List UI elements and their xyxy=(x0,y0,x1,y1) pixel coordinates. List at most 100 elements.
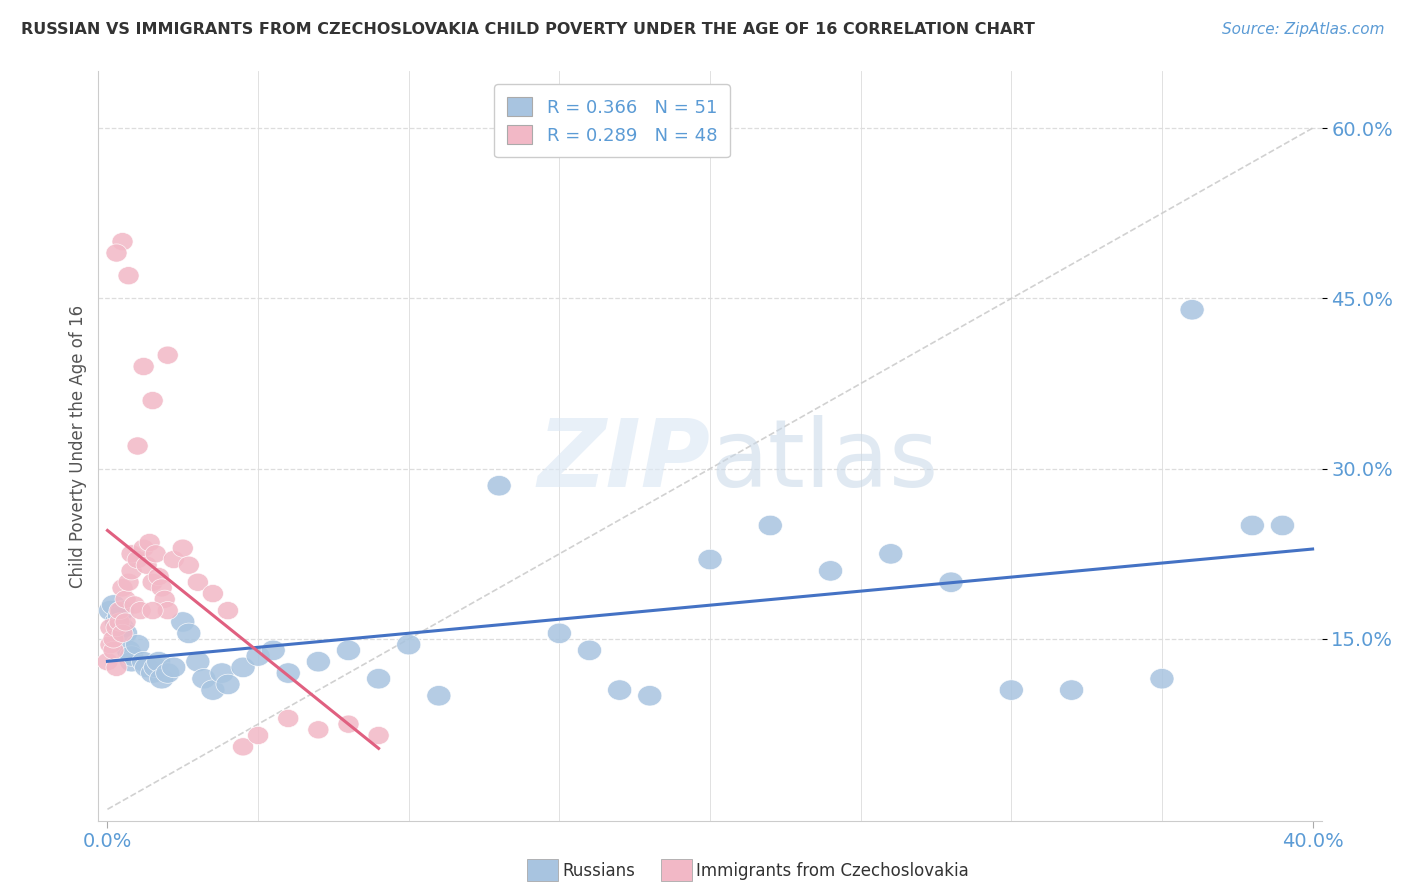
Y-axis label: Child Poverty Under the Age of 16: Child Poverty Under the Age of 16 xyxy=(69,304,87,588)
Ellipse shape xyxy=(112,579,134,597)
Ellipse shape xyxy=(125,634,149,655)
Ellipse shape xyxy=(97,653,118,671)
Ellipse shape xyxy=(276,663,301,683)
Ellipse shape xyxy=(110,613,131,631)
Ellipse shape xyxy=(114,624,138,643)
Ellipse shape xyxy=(107,606,132,626)
Ellipse shape xyxy=(100,636,121,654)
Text: Russians: Russians xyxy=(562,862,636,880)
Ellipse shape xyxy=(1180,300,1204,320)
Ellipse shape xyxy=(155,591,176,608)
Ellipse shape xyxy=(112,233,134,251)
Ellipse shape xyxy=(336,640,360,661)
Ellipse shape xyxy=(307,651,330,672)
Ellipse shape xyxy=(578,640,602,661)
Ellipse shape xyxy=(139,533,160,551)
Ellipse shape xyxy=(100,618,121,637)
Ellipse shape xyxy=(115,613,136,631)
Ellipse shape xyxy=(117,640,141,661)
Ellipse shape xyxy=(202,584,224,603)
Ellipse shape xyxy=(149,668,174,689)
Ellipse shape xyxy=(163,550,184,568)
Ellipse shape xyxy=(879,543,903,564)
Ellipse shape xyxy=(121,545,142,563)
Ellipse shape xyxy=(115,591,136,608)
Ellipse shape xyxy=(1000,680,1024,700)
Ellipse shape xyxy=(396,634,420,655)
Ellipse shape xyxy=(191,668,217,689)
Ellipse shape xyxy=(121,562,142,580)
Ellipse shape xyxy=(177,624,201,643)
Ellipse shape xyxy=(758,516,782,536)
Text: Immigrants from Czechoslovakia: Immigrants from Czechoslovakia xyxy=(696,862,969,880)
Ellipse shape xyxy=(486,475,512,496)
Ellipse shape xyxy=(277,709,298,728)
Ellipse shape xyxy=(1240,516,1264,536)
Ellipse shape xyxy=(157,346,179,364)
Ellipse shape xyxy=(145,545,166,563)
Ellipse shape xyxy=(262,640,285,661)
Ellipse shape xyxy=(939,572,963,592)
Ellipse shape xyxy=(112,624,134,642)
Text: RUSSIAN VS IMMIGRANTS FROM CZECHOSLOVAKIA CHILD POVERTY UNDER THE AGE OF 16 CORR: RUSSIAN VS IMMIGRANTS FROM CZECHOSLOVAKI… xyxy=(21,22,1035,37)
Ellipse shape xyxy=(1150,668,1174,689)
Ellipse shape xyxy=(143,657,167,678)
Ellipse shape xyxy=(141,663,165,683)
Ellipse shape xyxy=(217,674,240,695)
Ellipse shape xyxy=(98,600,122,621)
Ellipse shape xyxy=(209,663,233,683)
Ellipse shape xyxy=(127,550,148,568)
Ellipse shape xyxy=(170,612,195,632)
Ellipse shape xyxy=(132,651,156,672)
Ellipse shape xyxy=(186,651,209,672)
Ellipse shape xyxy=(148,567,169,586)
Ellipse shape xyxy=(607,680,631,700)
Ellipse shape xyxy=(134,539,155,558)
Ellipse shape xyxy=(179,556,200,574)
Ellipse shape xyxy=(127,437,148,455)
Ellipse shape xyxy=(124,596,145,614)
Text: atlas: atlas xyxy=(710,415,938,507)
Ellipse shape xyxy=(367,668,391,689)
Ellipse shape xyxy=(146,651,170,672)
Ellipse shape xyxy=(162,657,186,678)
Ellipse shape xyxy=(134,358,155,376)
Ellipse shape xyxy=(697,549,723,570)
Ellipse shape xyxy=(231,657,254,678)
Ellipse shape xyxy=(232,738,253,756)
Ellipse shape xyxy=(1060,680,1084,700)
Ellipse shape xyxy=(308,721,329,739)
Ellipse shape xyxy=(638,686,662,706)
Ellipse shape xyxy=(547,624,571,643)
Ellipse shape xyxy=(111,600,135,621)
Ellipse shape xyxy=(118,267,139,285)
Ellipse shape xyxy=(142,601,163,620)
Ellipse shape xyxy=(136,556,157,574)
Ellipse shape xyxy=(246,646,270,666)
Ellipse shape xyxy=(818,561,842,581)
Ellipse shape xyxy=(118,574,139,591)
Ellipse shape xyxy=(110,601,131,620)
Text: Source: ZipAtlas.com: Source: ZipAtlas.com xyxy=(1222,22,1385,37)
Ellipse shape xyxy=(105,618,127,637)
Ellipse shape xyxy=(101,595,125,615)
Ellipse shape xyxy=(120,646,143,666)
Ellipse shape xyxy=(111,617,135,638)
Ellipse shape xyxy=(142,392,163,409)
Ellipse shape xyxy=(218,601,239,620)
Ellipse shape xyxy=(103,630,124,648)
Ellipse shape xyxy=(131,601,152,620)
Ellipse shape xyxy=(104,612,128,632)
Text: ZIP: ZIP xyxy=(537,415,710,507)
Ellipse shape xyxy=(152,579,173,597)
Ellipse shape xyxy=(1271,516,1295,536)
Ellipse shape xyxy=(105,244,127,262)
Ellipse shape xyxy=(187,574,208,591)
Ellipse shape xyxy=(337,715,359,733)
Ellipse shape xyxy=(105,658,127,676)
Ellipse shape xyxy=(157,601,179,620)
Ellipse shape xyxy=(368,726,389,745)
Legend: R = 0.366   N = 51, R = 0.289   N = 48: R = 0.366 N = 51, R = 0.289 N = 48 xyxy=(495,84,730,157)
Ellipse shape xyxy=(201,680,225,700)
Ellipse shape xyxy=(103,641,124,659)
